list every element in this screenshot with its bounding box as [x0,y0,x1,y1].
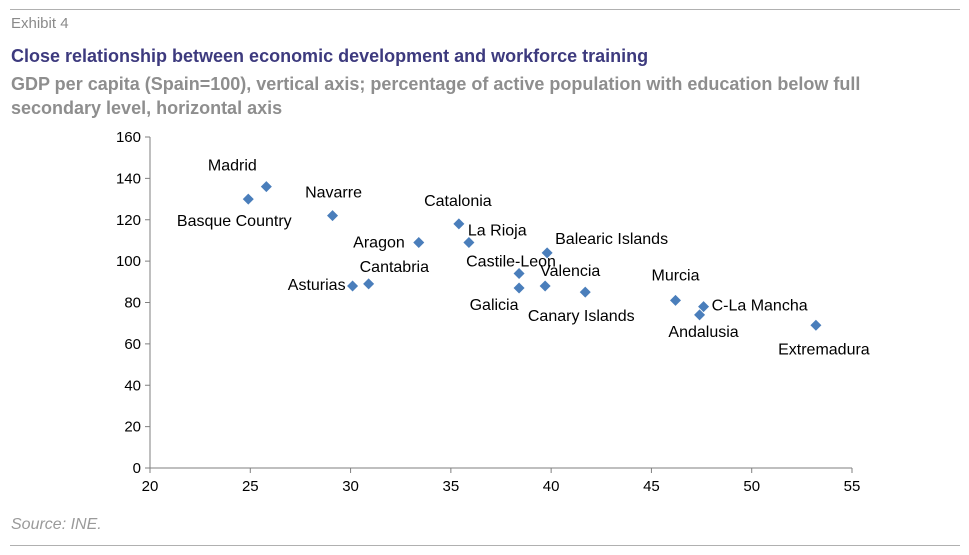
y-tick-label: 100 [116,253,141,270]
y-tick-label: 80 [124,295,141,312]
data-point [463,237,475,249]
data-point [669,294,681,306]
data-point [242,193,254,205]
data-label: Andalusia [668,324,738,341]
data-point [810,319,822,331]
y-tick-label: 140 [116,170,141,187]
bottom-rule [10,545,960,546]
data-label: Valencia [540,263,600,280]
x-tick-label: 55 [844,478,861,495]
data-point [539,280,551,292]
data-point [327,210,339,222]
data-label: Murcia [651,267,699,284]
data-label: Catalonia [424,193,492,210]
data-label: La Rioja [468,223,527,240]
data-point [513,282,525,294]
y-tick-label: 60 [124,336,141,353]
data-label: Extremadura [778,341,870,358]
data-label: Asturias [288,277,346,294]
x-tick-label: 30 [342,478,359,495]
chart-title: Close relationship between economic deve… [11,46,649,66]
data-label: Basque Country [177,213,292,230]
data-point [453,218,465,230]
data-label: C-La Mancha [712,298,808,315]
data-label: Castile-Leon [466,254,556,271]
x-tick-label: 50 [743,478,760,495]
data-label: Madrid [208,158,257,175]
chart-subtitle: GDP per capita (Spain=100), vertical axi… [11,74,861,118]
data-label: Balearic Islands [555,231,668,248]
y-tick-label: 160 [116,129,141,146]
data-label: Canary Islands [528,308,635,325]
data-point [698,301,710,313]
y-tick-label: 0 [133,460,141,477]
x-tick-label: 25 [242,478,259,495]
y-tick-label: 20 [124,419,141,436]
data-label: Galicia [470,297,519,314]
data-point [363,278,375,290]
data-point [347,280,359,292]
data-point [260,181,272,193]
x-tick-label: 35 [443,478,460,495]
data-point [541,247,553,259]
top-rule [10,9,960,10]
data-point [694,309,706,321]
data-label: Aragon [353,235,405,252]
x-tick-label: 40 [543,478,560,495]
y-tick-label: 120 [116,212,141,229]
data-point [579,286,591,298]
x-tick-label: 20 [142,478,159,495]
x-tick-label: 45 [643,478,660,495]
y-tick-label: 40 [124,377,141,394]
data-label: Navarre [305,185,362,202]
data-label: Cantabria [360,259,429,276]
exhibit-number: Exhibit 4 [11,15,69,32]
data-point [413,237,425,249]
source-note: Source: INE. [11,516,102,533]
data-point [513,268,525,280]
